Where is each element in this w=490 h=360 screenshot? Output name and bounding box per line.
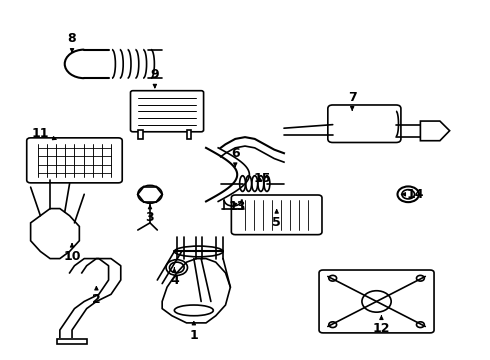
FancyBboxPatch shape (231, 195, 322, 235)
Text: 9: 9 (150, 68, 159, 88)
Polygon shape (420, 121, 450, 141)
Text: 6: 6 (231, 147, 240, 166)
Text: 12: 12 (373, 316, 390, 335)
Text: 5: 5 (272, 210, 281, 229)
Text: 14: 14 (401, 188, 424, 201)
Ellipse shape (174, 246, 223, 257)
Text: 8: 8 (68, 32, 76, 52)
FancyBboxPatch shape (27, 138, 122, 183)
Text: 11: 11 (32, 127, 56, 140)
Polygon shape (30, 208, 79, 258)
Text: 7: 7 (348, 91, 357, 110)
Polygon shape (187, 130, 192, 139)
Polygon shape (138, 130, 143, 139)
Text: 3: 3 (146, 205, 154, 224)
Text: 2: 2 (92, 287, 101, 306)
Text: 13: 13 (229, 200, 246, 213)
Polygon shape (57, 339, 87, 344)
Text: 4: 4 (170, 268, 179, 287)
Text: 15: 15 (253, 172, 271, 185)
Polygon shape (162, 258, 230, 323)
FancyBboxPatch shape (328, 105, 401, 143)
FancyBboxPatch shape (130, 91, 203, 132)
FancyBboxPatch shape (319, 270, 434, 333)
Ellipse shape (138, 185, 162, 203)
Text: 1: 1 (190, 321, 198, 342)
Text: 10: 10 (63, 244, 81, 263)
